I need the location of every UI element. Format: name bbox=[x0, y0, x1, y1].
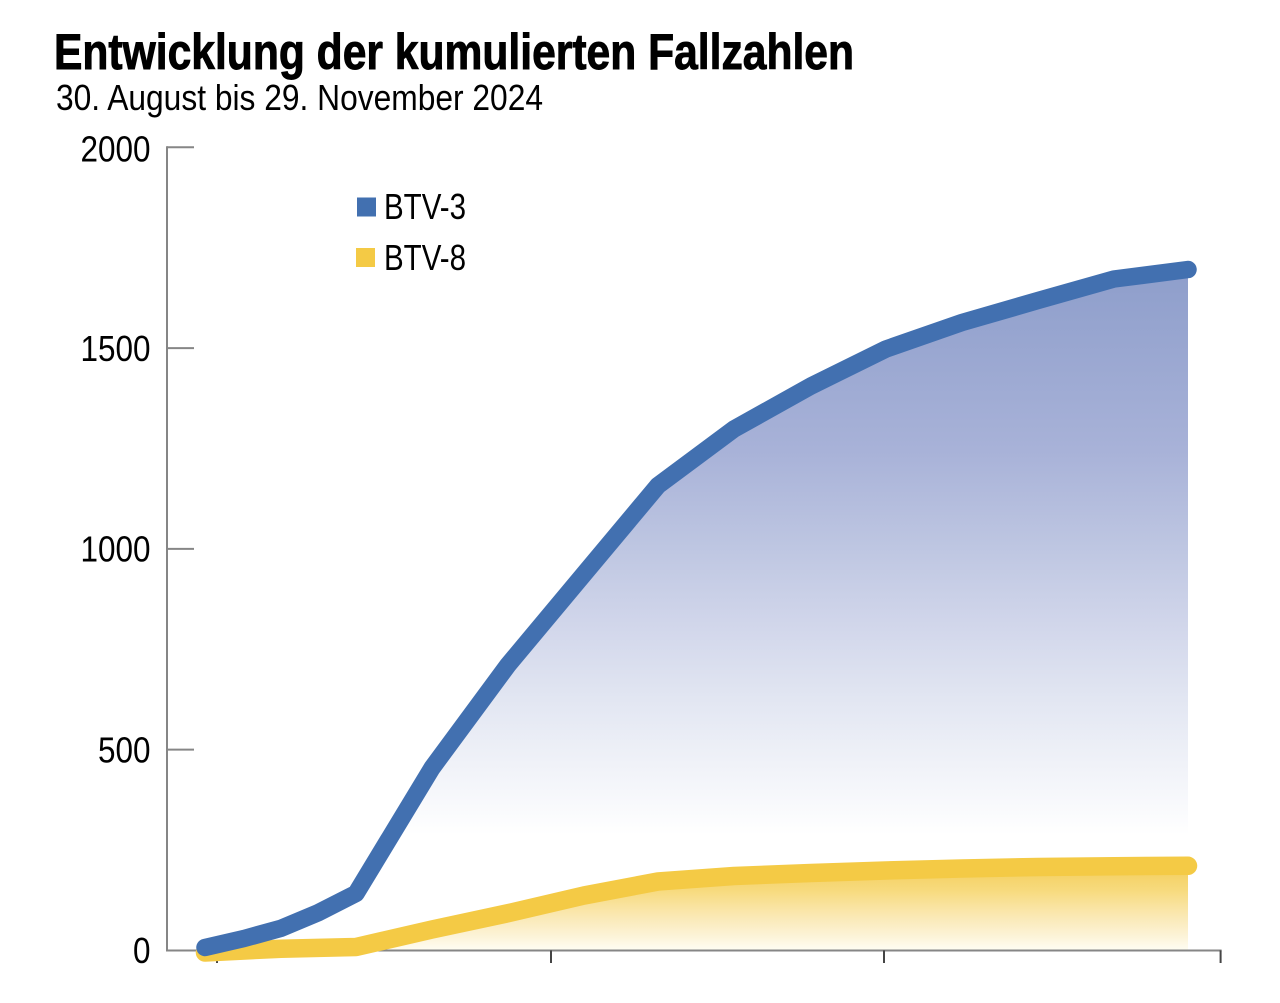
svg-text:1000: 1000 bbox=[81, 529, 151, 570]
svg-text:1500: 1500 bbox=[81, 328, 151, 369]
svg-text:2000: 2000 bbox=[81, 129, 151, 170]
svg-text:30. August bis 29. November 20: 30. August bis 29. November 2024 bbox=[56, 77, 543, 118]
svg-text:Entwicklung der kumulierten Fa: Entwicklung der kumulierten Fallzahlen bbox=[54, 24, 854, 80]
svg-text:BTV-3: BTV-3 bbox=[384, 186, 466, 227]
svg-text:0: 0 bbox=[133, 930, 151, 971]
svg-text:BTV-8: BTV-8 bbox=[384, 237, 466, 278]
svg-text:500: 500 bbox=[98, 729, 151, 770]
